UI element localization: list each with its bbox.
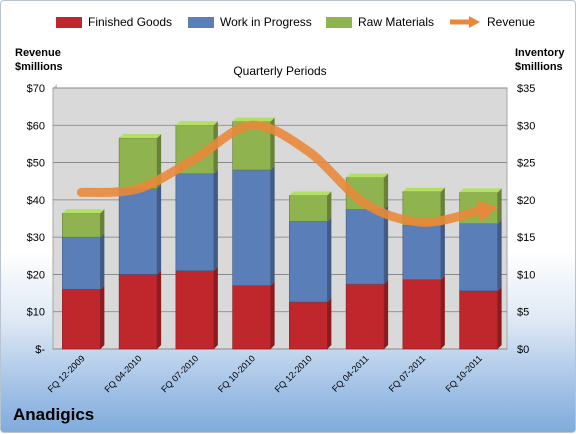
legend-item-raw-materials: Raw Materials: [326, 15, 434, 29]
bar-finished-goods: [402, 279, 442, 350]
bar-top-raw-materials: [119, 133, 162, 138]
bar-top-raw-materials: [402, 187, 445, 192]
bar-side-work-in-progress: [384, 205, 389, 285]
bar-side-finished-goods: [213, 266, 218, 349]
bar-side-finished-goods: [157, 270, 162, 349]
bar-work-in-progress: [345, 209, 385, 285]
legend-swatch: [56, 16, 82, 28]
right-tick-label: $0: [517, 344, 529, 356]
x-tick-label: FQ 04-2011: [330, 353, 371, 394]
legend-arrow-icon: [450, 16, 480, 28]
bar-side-work-in-progress: [497, 219, 502, 291]
legend-item-finished-goods: Finished Goods: [56, 15, 172, 29]
bar-finished-goods: [62, 289, 101, 350]
bar-work-in-progress: [459, 223, 498, 292]
bar-side-finished-goods: [384, 280, 389, 349]
right-axis-title-line2: $millions: [515, 61, 563, 73]
revenue-line: [76, 120, 484, 227]
bar-top-raw-materials: [289, 191, 332, 196]
bar-work-in-progress: [232, 169, 271, 286]
bar-side-finished-goods: [497, 286, 502, 349]
bar-side-finished-goods: [100, 285, 105, 349]
x-tick-label: FQ 07-2011: [387, 353, 428, 394]
right-axis-title: Inventory $millions: [515, 46, 565, 74]
legend-swatch: [326, 16, 352, 28]
bar-finished-goods: [232, 285, 271, 350]
right-axis-title-line1: Inventory: [515, 47, 565, 59]
right-tick-label: $5: [517, 307, 529, 319]
bar-side-work-in-progress: [440, 221, 445, 280]
bar-work-in-progress: [289, 221, 328, 303]
left-tick-label: $30: [27, 232, 45, 244]
right-tick-label: $30: [517, 120, 535, 132]
bar-side-work-in-progress: [213, 169, 218, 271]
legend-label: Revenue: [487, 15, 536, 29]
bar-work-in-progress: [62, 236, 101, 290]
bar-side-work-in-progress: [157, 184, 162, 275]
bar-work-in-progress: [175, 173, 215, 271]
bar-raw-materials: [62, 212, 101, 238]
legend-label: Work in Progress: [220, 15, 312, 29]
legend-label: Finished Goods: [88, 15, 173, 29]
bar-side-finished-goods: [270, 281, 275, 349]
left-tick-label: $40: [27, 195, 45, 207]
left-tick-label: $60: [27, 120, 45, 132]
bar-finished-goods: [345, 283, 385, 350]
right-tick-label: $15: [517, 232, 535, 244]
x-axis-title: Quarterly Periods: [233, 64, 326, 78]
bar-top-raw-materials: [232, 117, 275, 122]
right-tick-label: $25: [517, 158, 535, 170]
bar-top-raw-materials: [459, 188, 502, 193]
bar-side-raw-materials: [327, 191, 332, 222]
left-tick-label: $-: [35, 344, 45, 356]
legend-swatch: [188, 16, 214, 28]
bar-side-finished-goods: [327, 298, 332, 349]
bar-top-raw-materials: [346, 173, 389, 178]
left-tick-label: $70: [27, 83, 45, 95]
left-tick-label: $20: [27, 269, 45, 281]
bar-work-in-progress: [118, 188, 158, 275]
left-axis-title: Revenue $millions: [15, 46, 63, 74]
left-tick-label: $50: [27, 158, 45, 170]
bar-side-raw-materials: [497, 188, 502, 224]
bar-raw-materials: [289, 195, 328, 222]
bar-side-raw-materials: [100, 209, 105, 238]
legend-item-work-in-progress: Work in Progress: [188, 15, 312, 29]
bar-finished-goods: [175, 270, 215, 350]
legend: Finished Goods Work in Progress Raw Mate…: [1, 15, 576, 35]
bar-top-raw-materials: [62, 209, 105, 214]
bar-side-work-in-progress: [327, 217, 332, 303]
left-axis-title-line2: $millions: [15, 61, 63, 73]
bar-finished-goods: [118, 274, 158, 350]
bar-side-work-in-progress: [270, 166, 275, 286]
x-tick-label: FQ 12-2010: [273, 353, 314, 394]
bar-finished-goods: [289, 301, 328, 350]
right-tick-label: $10: [517, 269, 535, 281]
legend-label: Raw Materials: [358, 15, 435, 29]
x-tick-label: FQ 12-2009: [46, 353, 87, 394]
revenue-arrowhead: [476, 200, 499, 222]
left-axis-title-line1: Revenue: [15, 47, 61, 59]
bar-side-raw-materials: [384, 173, 389, 210]
bar-side-work-in-progress: [100, 233, 105, 290]
left-tick-label: $10: [27, 307, 45, 319]
legend-item-revenue: Revenue: [449, 15, 535, 29]
bar-side-finished-goods: [440, 275, 445, 349]
x-tick-label: FQ 07-2010: [159, 353, 200, 394]
right-tick-label: $35: [517, 83, 535, 95]
x-tick-label: FQ 10-2011: [443, 353, 484, 394]
x-tick-label: FQ 04-2010: [103, 353, 144, 394]
x-tick-label: FQ 10-2010: [216, 353, 257, 394]
bar-top-raw-materials: [175, 121, 218, 126]
bar-work-in-progress: [402, 224, 442, 280]
bar-finished-goods: [459, 290, 498, 350]
right-tick-label: $20: [517, 195, 535, 207]
company-name: Anadigics: [13, 405, 95, 424]
